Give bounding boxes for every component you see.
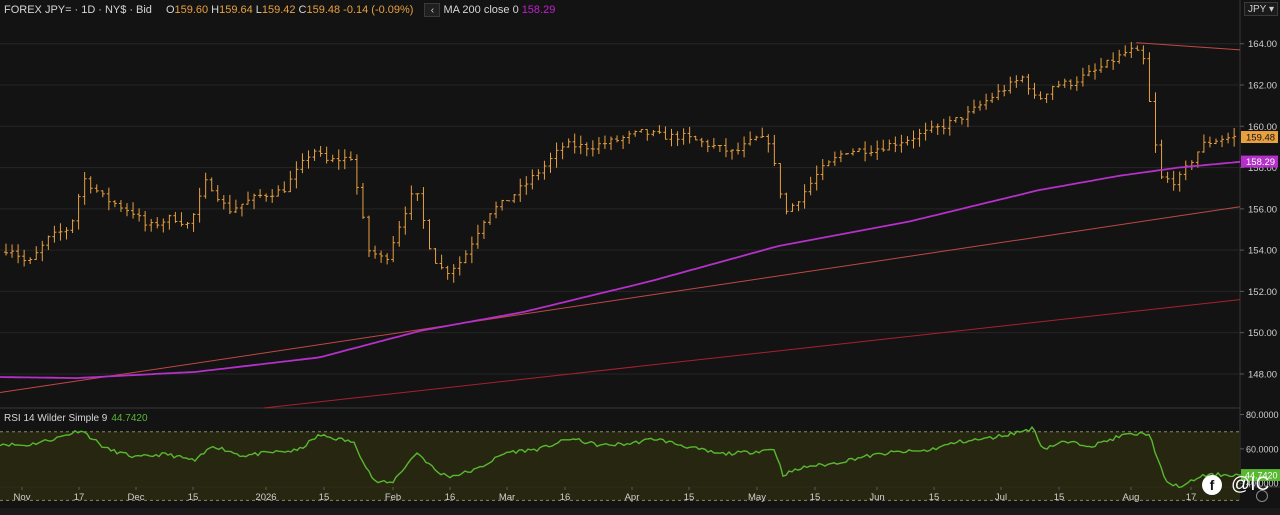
time-tick-label: 17 [1186, 492, 1197, 503]
rsi-legend: RSI 14 Wilder Simple 9 44.7420 [4, 413, 148, 424]
high-value: 159.64 [219, 4, 253, 16]
trend-line [1136, 42, 1241, 51]
chevron-down-icon: ▾ [1268, 3, 1274, 15]
rsi-study-label[interactable]: RSI 14 Wilder Simple 9 [4, 413, 108, 424]
price-tick-label: 154.00 [1248, 246, 1277, 257]
time-tick-label: 15 [929, 492, 940, 503]
time-tick-label: Dec [128, 492, 145, 503]
time-tick-label: Nov [14, 492, 31, 503]
price-tick-label: 158.00 [1248, 163, 1277, 174]
ma-study-value: 158.29 [521, 4, 556, 16]
time-tick-label: 15 [810, 492, 821, 503]
change-value: -0.14 (-0.09%) [343, 4, 414, 16]
chart-legend: FOREX JPY= · 1D · NY$ · Bid O 159.60 H 1… [4, 3, 556, 17]
price-tick-label: 160.00 [1248, 122, 1277, 133]
price-tick-label: 148.00 [1248, 369, 1277, 380]
time-tick-label: 2026 [255, 492, 276, 503]
time-tick-label: Aug [1123, 492, 1140, 503]
rsi-tick-label: 80.0000 [1246, 410, 1279, 420]
time-tick-label: 15 [1054, 492, 1065, 503]
brand-watermark: f @IC [1202, 474, 1269, 496]
rsi-tick-label: 60.0000 [1246, 444, 1279, 454]
settings-icon[interactable] [1256, 490, 1268, 502]
time-tick-label: Jul [995, 492, 1007, 503]
rsi-value-label: 44.7420 [1245, 471, 1278, 481]
ma-study-label[interactable]: MA 200 close 0 [443, 4, 519, 16]
time-tick-label: Mar [499, 492, 515, 503]
low-label: L [255, 4, 262, 16]
trend-line [263, 299, 1241, 409]
rsi-band [0, 431, 1240, 501]
time-tick-label: May [748, 492, 766, 503]
open-value: 159.60 [174, 4, 209, 16]
range-toolbar[interactable] [0, 508, 1280, 515]
high-label: H [211, 4, 220, 16]
close-value: 159.48 [306, 4, 341, 16]
low-value: 159.42 [261, 4, 296, 16]
collapse-legend-button[interactable]: ‹ [424, 3, 441, 17]
price-tick-label: 162.00 [1248, 81, 1277, 92]
legend-side: Bid [136, 4, 152, 16]
time-tick-label: 17 [74, 492, 85, 503]
ma-value-marker [1241, 155, 1278, 168]
time-tick-label: 16 [560, 492, 571, 503]
rsi-value-marker [1241, 469, 1280, 482]
last-price-marker [1241, 131, 1278, 144]
close-label: C [298, 4, 307, 16]
time-tick-label: 15 [188, 492, 199, 503]
time-tick-label: 15 [684, 492, 695, 503]
ohlc-bars [4, 41, 1237, 283]
ma-value-label: 158.29 [1246, 157, 1275, 168]
open-label: O [165, 4, 175, 16]
time-tick-label: Feb [385, 492, 401, 503]
time-tick-label: 16 [445, 492, 456, 503]
time-tick-label: Jun [869, 492, 884, 503]
legend-exchange: NY$ [104, 4, 127, 16]
last-price-label: 159.48 [1246, 133, 1275, 144]
rsi-tick-label: 40.0000 [1246, 479, 1279, 489]
brand-handle: @IC [1231, 474, 1270, 495]
legend-interval[interactable]: 1D [81, 4, 96, 16]
currency-selector[interactable]: JPY ▾ [1244, 2, 1278, 16]
currency-label: JPY [1248, 3, 1267, 15]
price-tick-label: 164.00 [1248, 39, 1277, 50]
rsi-study-value: 44.7420 [111, 413, 148, 424]
rsi-line [0, 425, 1243, 489]
ma-200-line [0, 160, 1241, 380]
price-tick-label: 156.00 [1248, 204, 1277, 215]
legend-symbol[interactable]: FOREX JPY= [4, 4, 72, 16]
time-tick-label: Apr [625, 492, 640, 503]
price-tick-label: 152.00 [1248, 287, 1277, 298]
brand-logo-icon: f [1202, 475, 1222, 495]
price-tick-label: 150.00 [1248, 328, 1277, 339]
time-tick-label: 15 [319, 492, 330, 503]
trend-line [0, 206, 1241, 394]
